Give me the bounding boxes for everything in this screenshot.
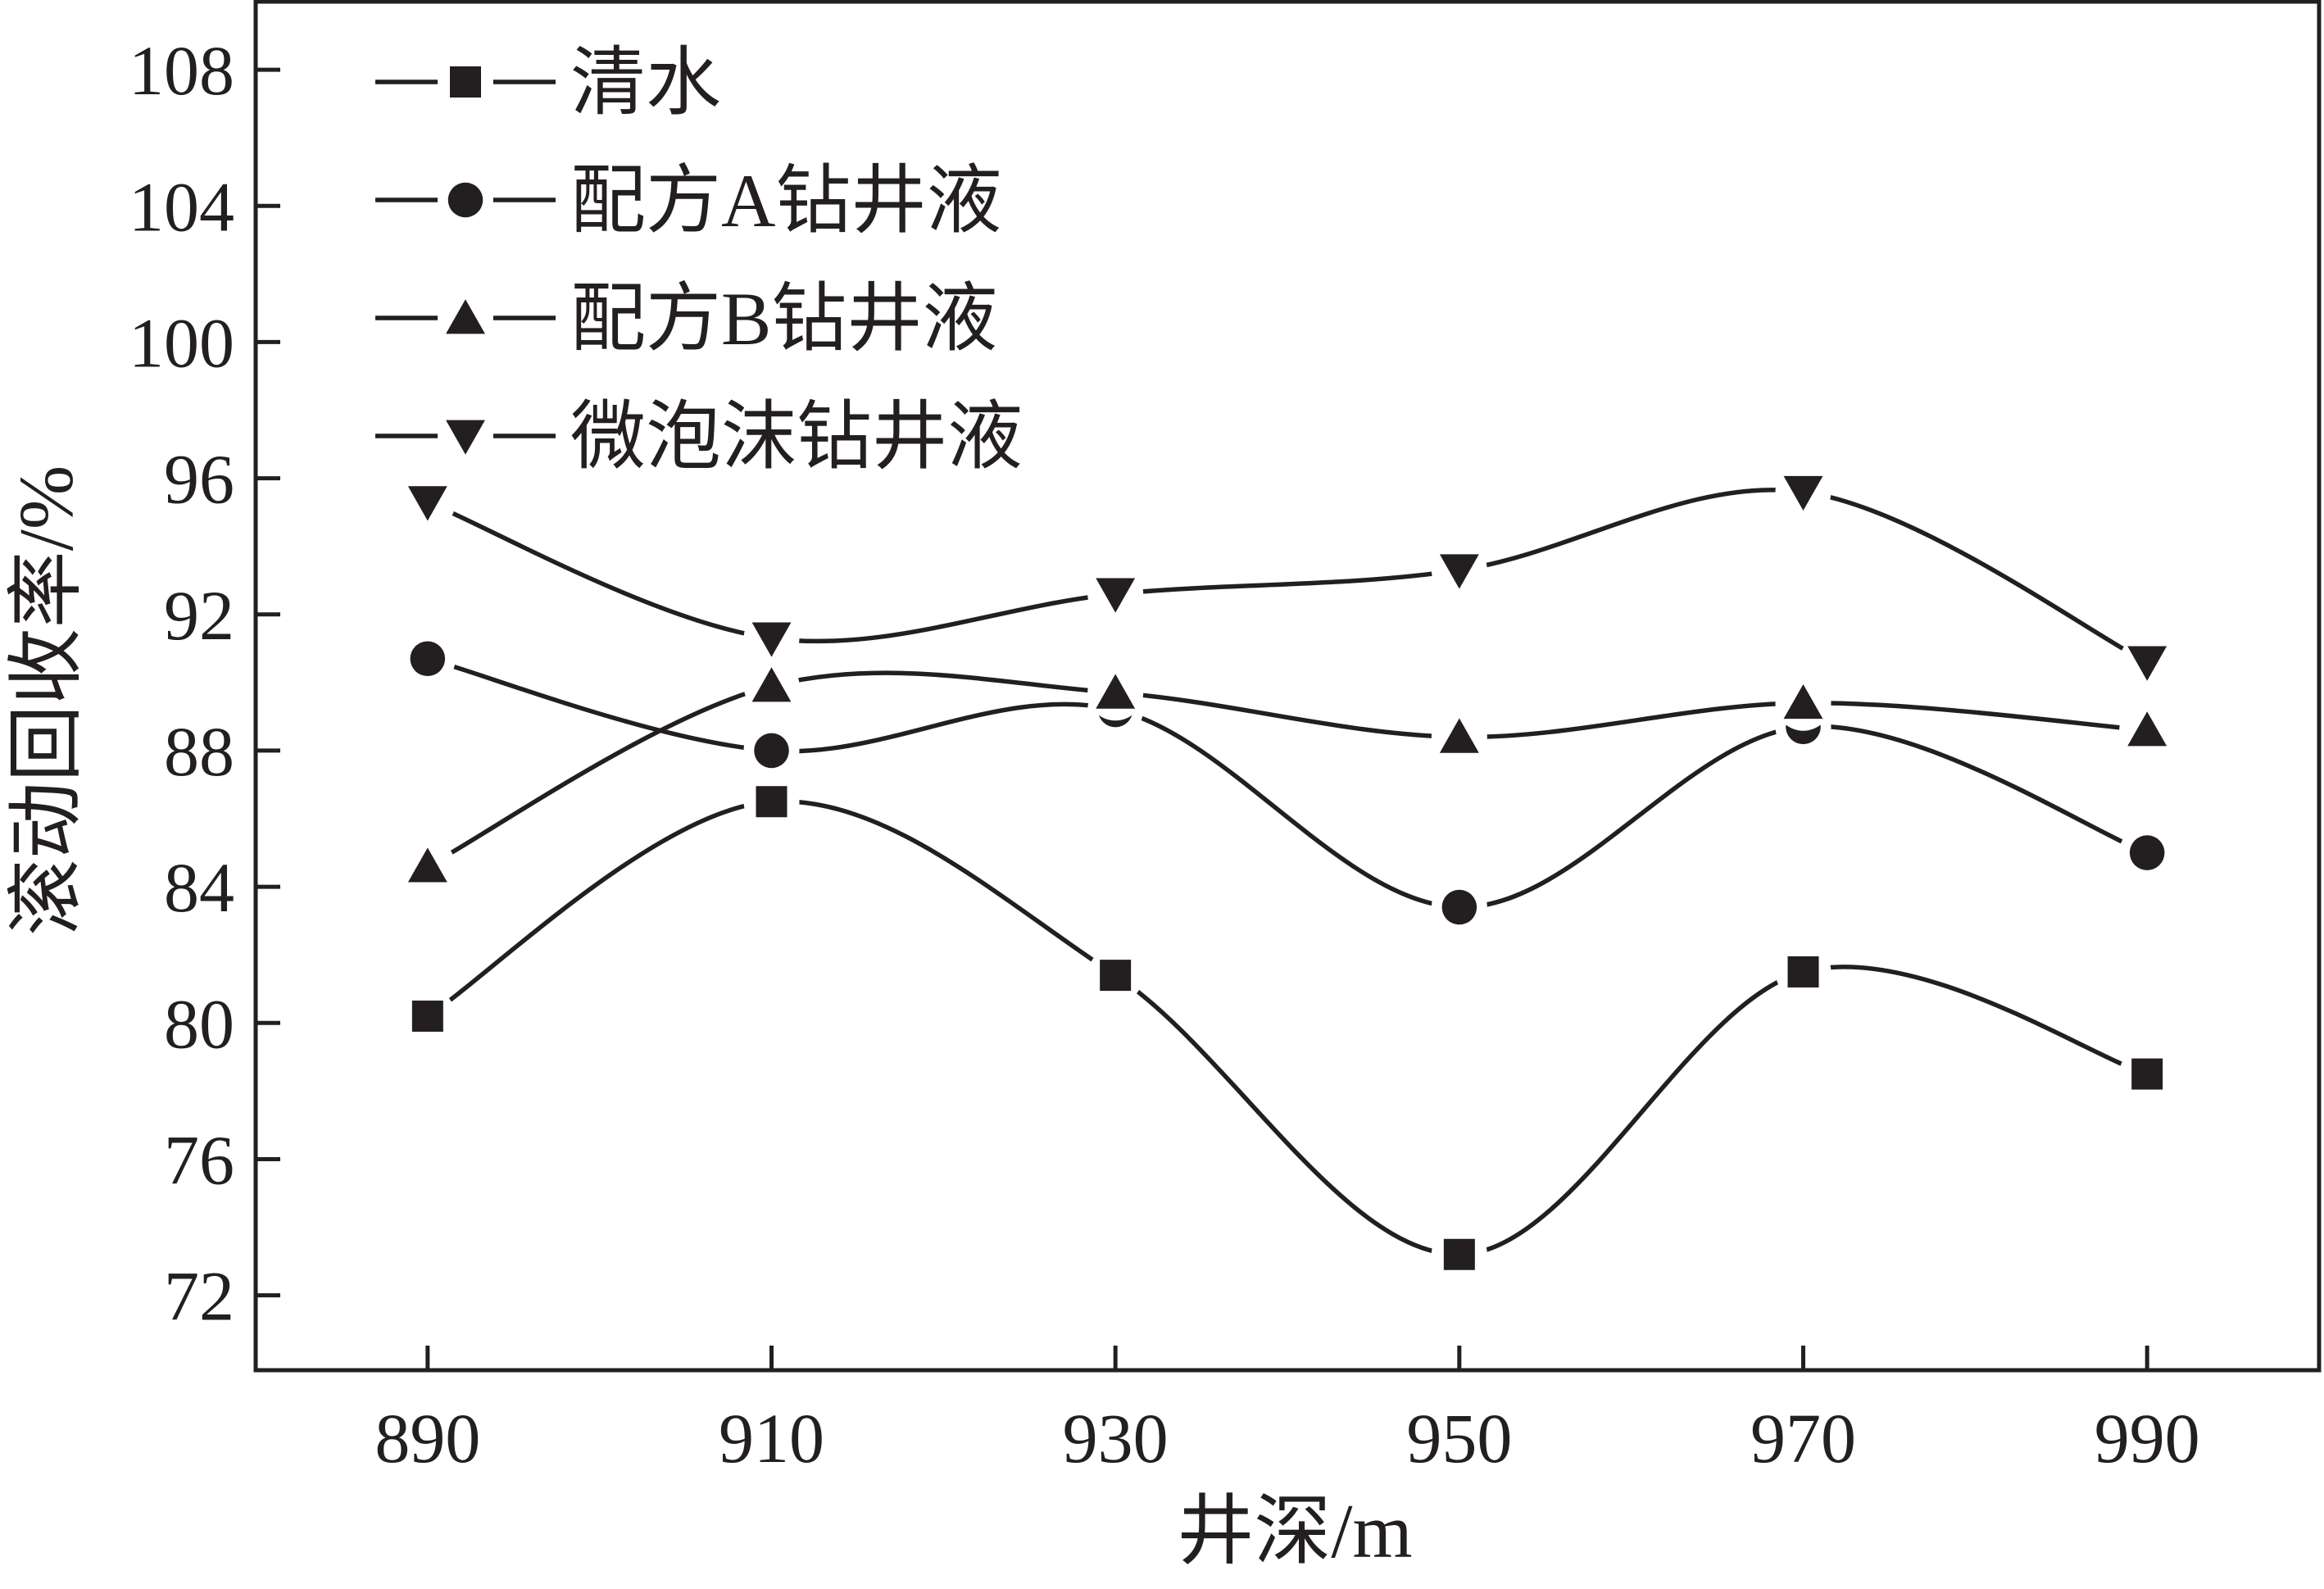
legend-marker [446,420,485,455]
x-tick-label: 910 [719,1399,824,1478]
series-3 [399,658,2176,895]
y-tick-label: 80 [164,984,234,1063]
data-point [1787,956,1819,987]
data-point [1096,674,1136,709]
axes: 72 76 80 84 88 92 96 100 104 108 890 910 930 950 970 99… [129,31,2200,1478]
data-point [1443,1238,1475,1270]
y-tick-label: 88 [164,712,234,791]
data-point [1783,475,1823,511]
data-point [2131,1058,2163,1090]
data-point [411,1000,443,1032]
series-line [425,656,2149,910]
data-point [751,622,792,657]
y-tick-label: 72 [164,1257,234,1336]
legend-label: 清水 [570,41,721,125]
data-point [1439,554,1479,589]
x-tick-label: 890 [374,1399,480,1478]
data-point [407,847,447,883]
y-tick-label: 84 [164,848,234,927]
x-axis-label: 井深/m [1177,1489,1412,1574]
series-line [425,799,2149,1257]
series-2 [399,630,2176,936]
data-point [2127,711,2167,747]
series-line [425,488,2149,665]
plot-area [253,0,2322,1373]
data-point [754,733,789,769]
legend-item: 配方A钻井液 [375,159,1001,243]
y-axis-label: 滚动回收率/% [4,465,89,936]
data-point [756,786,788,818]
y-tick-label: 100 [129,303,234,382]
data-point [410,641,446,677]
legend-label: 配方B钻井液 [570,277,997,361]
x-tick-label: 930 [1063,1399,1169,1478]
legend-item: 微泡沫钻井液 [375,395,1023,479]
legend-marker [447,182,483,218]
data-point [751,667,792,702]
x-tick-label: 990 [2095,1399,2200,1478]
data-point [1441,889,1477,925]
series-group [399,464,2176,1283]
legend-item: 清水 [375,41,721,125]
data-point [1100,960,1132,992]
y-tick-label: 76 [164,1120,234,1199]
series-1 [399,774,2176,1283]
x-tick-label: 950 [1406,1399,1512,1478]
data-point [1096,578,1136,613]
y-tick-label: 104 [129,167,234,246]
y-tick-label: 96 [164,440,234,519]
y-tick-label: 92 [164,576,234,655]
legend-label: 配方A钻井液 [570,159,1001,243]
data-point [407,486,447,521]
y-tick-label: 108 [129,31,234,110]
legend-item: 配方B钻井液 [375,277,997,361]
data-point [1439,718,1479,753]
x-tick-label: 970 [1750,1399,1856,1478]
series-4 [399,464,2176,690]
series-line [425,670,2149,869]
data-point [2127,646,2167,681]
data-point [2129,835,2165,870]
legend-marker [446,299,485,334]
plot-frame [253,0,2322,1373]
legend-label: 微泡沫钻井液 [570,395,1023,479]
legend-marker [450,66,481,98]
data-point [1783,683,1823,720]
